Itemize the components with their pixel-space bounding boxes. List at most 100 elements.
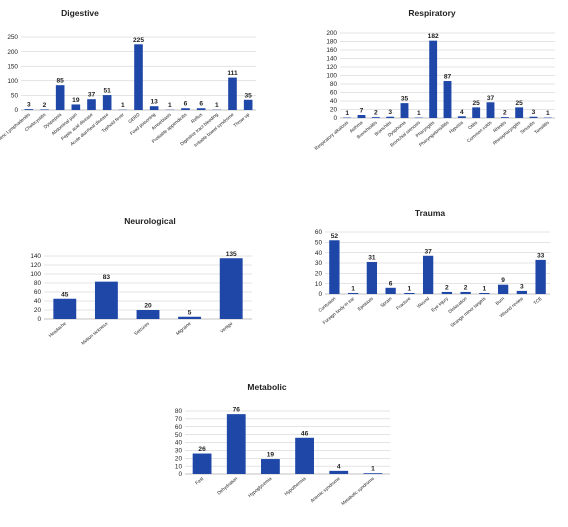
digestive-title: Digestive bbox=[61, 8, 99, 18]
digestive-value-label: 111 bbox=[227, 70, 238, 77]
respiratory-bar bbox=[429, 40, 438, 118]
digestive-bar bbox=[196, 108, 206, 110]
digestive-ytick-label: 200 bbox=[7, 49, 18, 56]
metabolic-value-label: 1 bbox=[371, 466, 375, 473]
trauma-ytick-label: 10 bbox=[315, 281, 323, 288]
digestive-value-label: 3 bbox=[27, 102, 31, 109]
metabolic-ytick-label: 50 bbox=[175, 432, 183, 439]
trauma-category-label: Strange minor targets bbox=[449, 295, 487, 328]
respiratory-value-label: 87 bbox=[444, 74, 452, 81]
respiratory-value-label: 37 bbox=[487, 95, 495, 102]
metabolic-ytick-label: 80 bbox=[175, 408, 183, 415]
trauma-value-label: 52 bbox=[331, 233, 339, 240]
metabolic-category-label: Anemic syndrome bbox=[310, 476, 342, 504]
digestive-value-label: 35 bbox=[244, 92, 252, 99]
neurological-value-label: 45 bbox=[61, 291, 69, 298]
respiratory-ytick-label: 80 bbox=[330, 81, 338, 88]
respiratory-ytick-label: 100 bbox=[326, 73, 337, 80]
trauma-ytick-label: 30 bbox=[315, 260, 323, 267]
neurological-ytick-label: 140 bbox=[30, 253, 41, 260]
trauma-value-label: 37 bbox=[424, 248, 432, 255]
trauma-ytick-label: 60 bbox=[315, 229, 323, 236]
respiratory-value-label: 3 bbox=[388, 109, 392, 116]
respiratory-ytick-label: 20 bbox=[330, 107, 338, 114]
neurological-ytick-label: 120 bbox=[30, 262, 41, 269]
trauma-ytick-label: 50 bbox=[315, 240, 323, 247]
digestive-ytick-label: 50 bbox=[11, 93, 19, 100]
metabolic-value-label: 76 bbox=[233, 407, 241, 414]
digestive-bar bbox=[243, 99, 253, 110]
respiratory-bar bbox=[357, 115, 366, 118]
trauma-category-label: Wound bbox=[416, 296, 431, 309]
respiratory-value-label: 1 bbox=[546, 110, 550, 117]
respiratory-category-label: Otitis bbox=[467, 119, 479, 130]
metabolic-category-label: Metabolic syndrome bbox=[340, 476, 375, 507]
metabolic-bar bbox=[329, 470, 349, 474]
respiratory-ytick-label: 200 bbox=[326, 30, 337, 37]
trauma-ytick-label: 20 bbox=[315, 271, 323, 278]
neurological-title: Neurological bbox=[124, 216, 175, 226]
digestive-value-label: 1 bbox=[121, 102, 125, 109]
digestive-bar bbox=[40, 109, 49, 110]
trauma-bar bbox=[535, 259, 546, 294]
respiratory-value-label: 4 bbox=[460, 109, 464, 116]
neurological-bar bbox=[178, 316, 202, 319]
trauma-ytick-label: 0 bbox=[318, 291, 322, 298]
neurological-ytick-label: 60 bbox=[34, 289, 42, 296]
metabolic-ytick-label: 60 bbox=[175, 424, 183, 431]
respiratory-value-label: 2 bbox=[374, 110, 378, 117]
neurological-value-label: 5 bbox=[188, 309, 192, 316]
respiratory-value-label: 35 bbox=[401, 96, 409, 103]
respiratory-bar bbox=[529, 116, 538, 118]
metabolic-bar bbox=[261, 459, 280, 474]
trauma-bar bbox=[516, 290, 528, 294]
respiratory-bar bbox=[400, 103, 409, 118]
metabolic-ytick-label: 10 bbox=[175, 463, 183, 470]
trauma-category-label: Fracture bbox=[395, 296, 412, 311]
trauma-bar bbox=[460, 291, 471, 294]
respiratory-value-label: 182 bbox=[428, 33, 439, 40]
trauma-category-label: Foreign body in ear bbox=[322, 296, 356, 326]
metabolic-bar bbox=[226, 414, 246, 474]
trauma-category-label: Epistaxis bbox=[357, 295, 375, 311]
metabolic-ytick-label: 40 bbox=[175, 440, 183, 447]
metabolic-value-label: 19 bbox=[267, 452, 275, 459]
trauma-bar bbox=[366, 261, 378, 294]
trauma-value-label: 3 bbox=[520, 283, 524, 290]
neurological-ytick-label: 20 bbox=[34, 307, 42, 314]
digestive-bar bbox=[55, 85, 65, 110]
digestive-ytick-label: 0 bbox=[14, 107, 18, 114]
respiratory-value-label: 25 bbox=[472, 100, 480, 107]
digestive-value-label: 6 bbox=[184, 101, 188, 108]
metabolic-value-label: 26 bbox=[198, 446, 206, 453]
trauma-bar bbox=[404, 292, 415, 294]
trauma-value-label: 33 bbox=[537, 252, 545, 259]
respiratory-bar bbox=[443, 81, 452, 118]
trauma-bar bbox=[497, 284, 509, 294]
digestive-value-label: 85 bbox=[56, 78, 64, 85]
trauma-bar bbox=[385, 287, 396, 294]
metabolic-bar bbox=[363, 473, 383, 474]
neurological-ytick-label: 80 bbox=[34, 280, 42, 287]
neurological-category-label: Migraine bbox=[175, 321, 192, 336]
neurological-category-label: Motion sickness bbox=[80, 320, 109, 345]
trauma-bar bbox=[479, 292, 490, 294]
digestive-value-label: 225 bbox=[133, 37, 144, 44]
neurological-bar bbox=[136, 310, 160, 319]
trauma-bar bbox=[347, 292, 359, 294]
digestive-bar bbox=[87, 99, 96, 110]
digestive-value-label: 37 bbox=[88, 92, 96, 99]
respiratory-ytick-label: 60 bbox=[330, 90, 338, 97]
trauma-value-label: 1 bbox=[351, 285, 355, 292]
respiratory-bar bbox=[371, 117, 380, 118]
respiratory-bar bbox=[472, 107, 481, 118]
metabolic-category-label: Hypothermia bbox=[284, 476, 308, 497]
metabolic-ytick-label: 0 bbox=[178, 471, 182, 478]
digestive-bar bbox=[102, 95, 112, 110]
neurological-ytick-label: 0 bbox=[37, 316, 41, 323]
neurological-bar bbox=[219, 258, 243, 319]
